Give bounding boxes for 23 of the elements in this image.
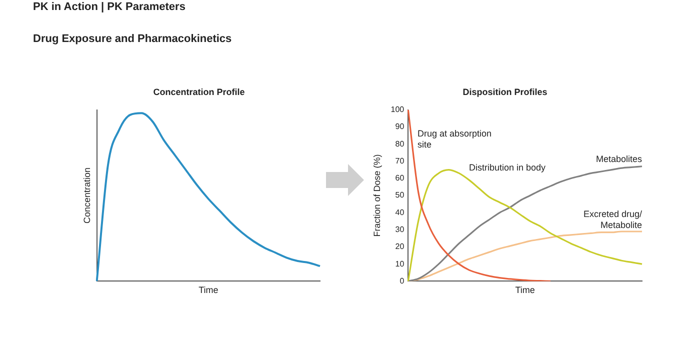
y-tick-label: 30 (395, 224, 405, 234)
y-tick-label: 20 (395, 242, 405, 252)
y-tick-label: 50 (395, 190, 405, 200)
text: Drug Exposure and Pharmacokinetics (33, 33, 232, 45)
series-label: Excreted drug/ Metabolite (583, 208, 642, 230)
series-label: Metabolites (596, 154, 642, 164)
x-axis-title: Time (198, 285, 218, 296)
y-axis-title: Concentration (82, 167, 92, 224)
text: PK in Action | PK Parameters (33, 1, 186, 13)
y-axis-title: Fraction of Dose (%) (372, 154, 382, 237)
series-label: Drug at absorption site (418, 128, 492, 150)
x-axis-title: Time (515, 285, 535, 296)
y-tick-label: 100 (390, 105, 405, 114)
y-tick-label: 60 (395, 174, 405, 183)
y-tick-label: 70 (395, 156, 405, 166)
y-tick-label: 90 (395, 122, 405, 132)
chart-title: Disposition Profiles (462, 86, 548, 97)
y-tick-label: 10 (395, 259, 405, 268)
series-label: Distribution in body (468, 162, 546, 173)
y-tick-label: 80 (395, 139, 405, 148)
chart-title: Concentration Profile (153, 86, 245, 97)
y-tick-label: 40 (395, 208, 405, 217)
y-tick-label: 0 (400, 276, 405, 286)
